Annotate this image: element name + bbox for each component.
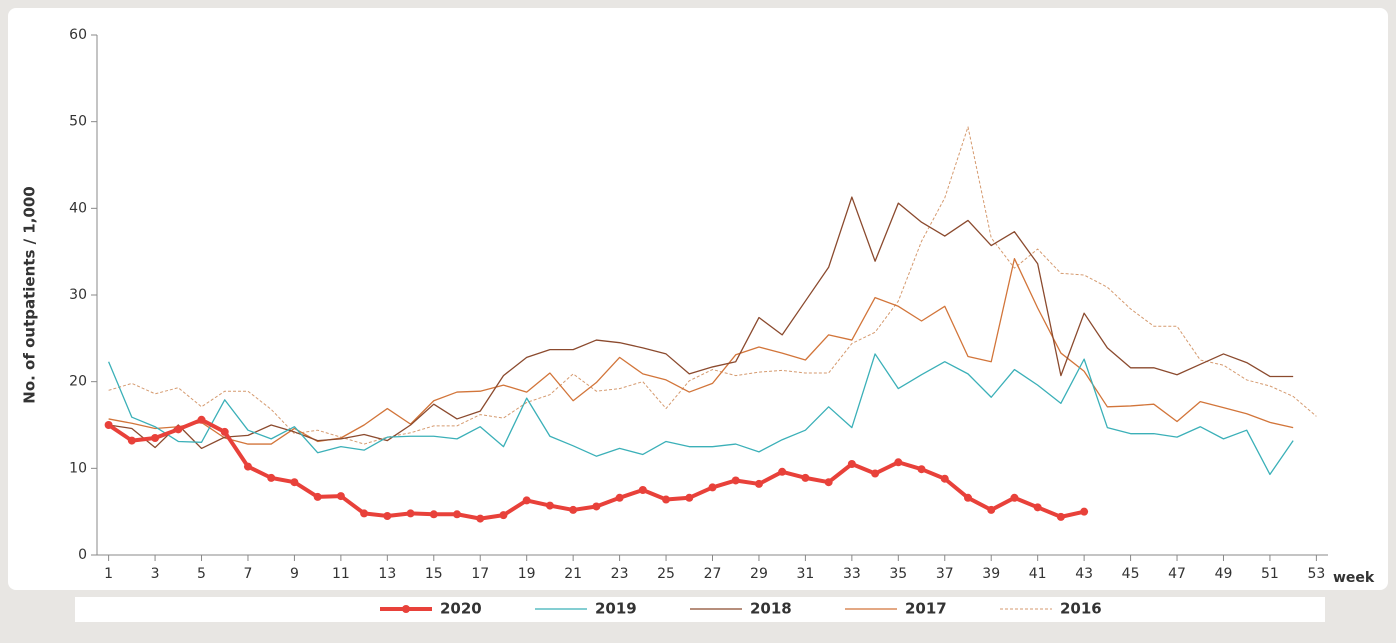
marker [1056, 512, 1065, 521]
x-tick-label: 9 [290, 566, 299, 582]
x-tick-label: 1 [104, 566, 113, 582]
x-tick-label: 23 [611, 566, 629, 582]
marker [476, 514, 485, 523]
x-tick-label: 33 [843, 566, 861, 582]
marker [336, 492, 345, 501]
line-4 [108, 126, 1317, 445]
x-tick-label: 31 [796, 566, 814, 582]
marker [267, 473, 276, 482]
marker [127, 436, 136, 445]
marker [545, 501, 554, 510]
y-tick-label: 60 [69, 27, 87, 43]
x-tick-label: 45 [1122, 566, 1140, 582]
marker [917, 465, 926, 474]
x-tick-label: 19 [518, 566, 536, 582]
x-tick-label: 25 [657, 566, 675, 582]
marker [778, 467, 787, 476]
legend-marker [402, 605, 410, 613]
marker [383, 512, 392, 520]
marker [987, 505, 996, 514]
marker [522, 496, 531, 505]
x-tick-label: 7 [244, 566, 253, 582]
x-axis-label: week [1333, 570, 1375, 586]
x-tick-label: 37 [936, 566, 954, 582]
x-tick-label: 29 [750, 566, 768, 582]
x-tick-label: 35 [889, 566, 907, 582]
x-tick-label: 11 [332, 566, 350, 582]
marker [1010, 493, 1019, 502]
x-tick-label: 51 [1261, 566, 1279, 582]
marker [151, 434, 160, 442]
marker [940, 474, 949, 483]
line-1 [108, 353, 1294, 476]
x-tick-label: 49 [1215, 566, 1233, 582]
x-tick-label: 13 [378, 566, 396, 582]
x-tick-label: 41 [1029, 566, 1047, 582]
marker [453, 510, 462, 519]
marker [871, 469, 880, 478]
x-tick-label: 15 [425, 566, 443, 582]
marker [615, 493, 624, 502]
marker [104, 421, 113, 429]
y-tick-label: 0 [78, 547, 87, 563]
marker [429, 510, 438, 519]
marker [1033, 503, 1042, 512]
legend-label: 2017 [905, 600, 947, 618]
legend-label: 2016 [1060, 600, 1102, 618]
x-tick-label: 39 [982, 566, 1000, 582]
marker [290, 478, 299, 487]
marker [360, 509, 369, 518]
x-tick-label: 53 [1307, 566, 1325, 582]
x-tick-label: 5 [197, 566, 206, 582]
y-tick-label: 20 [69, 374, 87, 390]
y-tick-label: 10 [69, 460, 87, 476]
line-2 [108, 196, 1294, 450]
marker [847, 460, 856, 468]
marker [406, 509, 415, 518]
marker [1080, 507, 1089, 516]
legend-label: 2019 [595, 600, 637, 618]
x-tick-label: 27 [704, 566, 722, 582]
line-3 [108, 257, 1294, 445]
x-tick-label: 21 [564, 566, 582, 582]
marker [662, 495, 671, 504]
marker [243, 462, 252, 471]
marker [592, 502, 601, 511]
legend-label: 2018 [750, 600, 792, 618]
marker [197, 415, 206, 424]
x-tick-label: 43 [1075, 566, 1093, 582]
marker [801, 473, 810, 482]
marker [174, 425, 183, 434]
y-tick-label: 40 [69, 200, 87, 216]
y-tick-label: 30 [69, 287, 87, 303]
y-tick-label: 50 [69, 114, 87, 130]
legend-label: 2020 [440, 600, 482, 618]
marker [499, 511, 508, 520]
marker [894, 458, 903, 467]
x-tick-label: 17 [471, 566, 489, 582]
marker [963, 493, 972, 502]
x-tick-label: 47 [1168, 566, 1186, 582]
plot-panel [8, 8, 1388, 590]
marker [569, 505, 578, 514]
marker [313, 492, 322, 501]
marker [638, 486, 647, 494]
marker [824, 478, 833, 487]
x-tick-label: 3 [151, 566, 160, 582]
marker [754, 479, 763, 488]
y-axis-label: No. of outpatients / 1,000 [21, 186, 39, 403]
marker [708, 483, 717, 492]
marker [685, 493, 694, 502]
marker [731, 476, 740, 485]
marker [220, 427, 229, 436]
